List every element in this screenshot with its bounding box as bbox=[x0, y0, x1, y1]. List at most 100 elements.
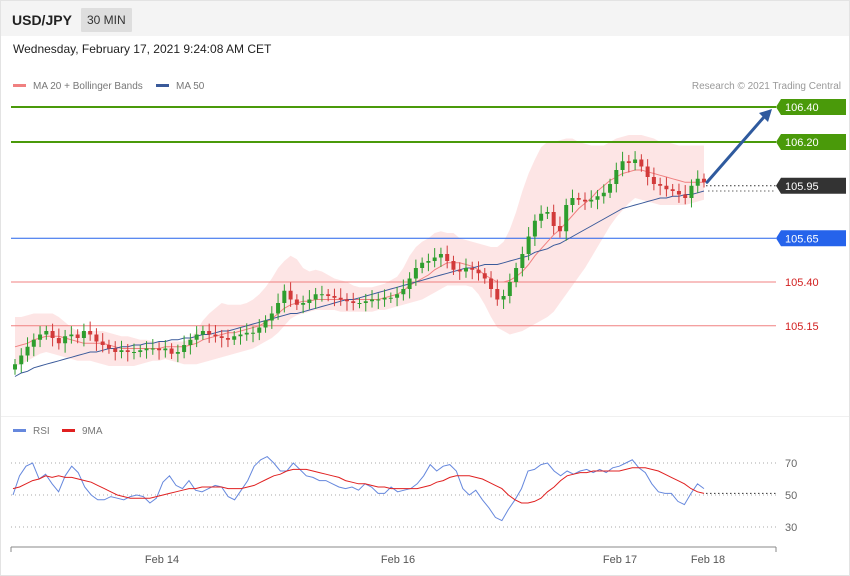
candle-body bbox=[144, 348, 149, 351]
candle-body bbox=[332, 296, 337, 298]
candle-body bbox=[357, 303, 362, 304]
candle-body bbox=[401, 289, 406, 295]
candle-body bbox=[225, 338, 230, 340]
candle-body bbox=[75, 334, 80, 338]
level-label-105.15: 105.15 bbox=[785, 321, 819, 333]
legend-ma20: MA 20 + Bollinger Bands bbox=[13, 81, 143, 92]
candle-body bbox=[445, 254, 450, 261]
candle-body bbox=[94, 334, 99, 342]
candle-body bbox=[388, 297, 393, 299]
target-arrow-shaft bbox=[705, 115, 766, 184]
candle-body bbox=[188, 339, 193, 345]
candle-body bbox=[56, 338, 61, 344]
ma50-swatch bbox=[156, 83, 169, 87]
x-tick-label: Feb 16 bbox=[381, 554, 415, 566]
candle-body bbox=[633, 159, 638, 163]
candle-body bbox=[370, 299, 375, 302]
ma20-swatch bbox=[13, 83, 26, 87]
candle-body bbox=[589, 199, 594, 202]
candle-body bbox=[526, 236, 531, 254]
candle-body bbox=[501, 296, 506, 300]
candle-body bbox=[219, 336, 224, 338]
candle-body bbox=[601, 192, 606, 197]
symbol-title: USD/JPY bbox=[12, 12, 72, 28]
candle-body bbox=[25, 346, 30, 356]
candle-body bbox=[244, 332, 249, 335]
candle-body bbox=[113, 348, 118, 352]
x-tick-label: Feb 17 bbox=[603, 554, 637, 566]
candle-body bbox=[238, 334, 243, 337]
rsi-legend-label: RSI bbox=[33, 426, 50, 437]
candle-body bbox=[626, 161, 631, 163]
candle-body bbox=[395, 294, 400, 298]
legend-ma50: MA 50 bbox=[156, 81, 204, 92]
candle-body bbox=[532, 220, 537, 237]
candle-body bbox=[495, 289, 500, 300]
timeframe-badge[interactable]: 30 MIN bbox=[81, 8, 132, 32]
candle-body bbox=[81, 331, 86, 338]
candle-body bbox=[169, 348, 174, 354]
candle-body bbox=[50, 331, 55, 338]
candle-body bbox=[63, 336, 68, 344]
candle-body bbox=[213, 334, 218, 337]
candle-body bbox=[407, 278, 412, 289]
candles-group bbox=[13, 151, 706, 375]
bollinger-band bbox=[15, 135, 704, 366]
candle-body bbox=[651, 177, 656, 184]
candle-body bbox=[106, 345, 111, 349]
candle-body bbox=[207, 331, 212, 335]
candle-body bbox=[269, 313, 274, 321]
candle-body bbox=[564, 205, 569, 232]
rsi-series-rsi bbox=[12, 455, 705, 522]
candle-body bbox=[301, 303, 306, 305]
level-label-105.40: 105.40 bbox=[785, 277, 819, 289]
candle-body bbox=[138, 350, 143, 352]
candle-body bbox=[88, 331, 93, 335]
candle-body bbox=[520, 254, 525, 268]
candle-body bbox=[44, 331, 49, 335]
legend-rsi-ma: 9MA bbox=[62, 426, 103, 437]
rsi-swatch bbox=[13, 428, 26, 432]
candle-body bbox=[664, 185, 669, 190]
candle-body bbox=[200, 331, 205, 335]
rsi-tick-30: 30 bbox=[785, 522, 797, 534]
candle-body bbox=[582, 199, 587, 202]
candle-body bbox=[150, 348, 155, 350]
candle-body bbox=[319, 294, 324, 296]
level-tag-105.65 bbox=[776, 230, 846, 247]
candle-body bbox=[232, 336, 237, 340]
candle-body bbox=[125, 350, 130, 352]
legend-rsi: RSI bbox=[13, 426, 50, 437]
candle-body bbox=[376, 299, 381, 301]
candle-body bbox=[683, 194, 688, 198]
candle-body bbox=[570, 198, 575, 205]
target-arrow-head bbox=[759, 109, 772, 122]
candle-body bbox=[551, 212, 556, 226]
candle-body bbox=[338, 297, 343, 300]
candle-body bbox=[689, 185, 694, 198]
level-tag-106.20 bbox=[776, 134, 846, 150]
candle-body bbox=[476, 269, 481, 274]
candle-body bbox=[576, 198, 581, 200]
candle-body bbox=[639, 159, 644, 167]
rsi-ma-swatch bbox=[62, 428, 75, 432]
candle-body bbox=[157, 348, 162, 351]
level-tag-106.40 bbox=[776, 99, 846, 115]
candle-body bbox=[470, 268, 475, 270]
candle-body bbox=[288, 290, 293, 300]
candle-body bbox=[420, 262, 425, 268]
candle-body bbox=[282, 290, 287, 303]
candle-body bbox=[514, 268, 519, 282]
candle-body bbox=[69, 334, 74, 337]
rsi-ma-legend-label: 9MA bbox=[82, 426, 103, 437]
candle-body bbox=[257, 327, 262, 333]
research-credit: Research © 2021 Trading Central bbox=[691, 81, 841, 92]
candle-body bbox=[132, 352, 137, 353]
candle-body bbox=[702, 178, 706, 183]
candle-body bbox=[595, 196, 600, 200]
candle-body bbox=[676, 191, 681, 195]
candle-body bbox=[507, 282, 512, 296]
candle-body bbox=[620, 161, 625, 170]
candle-body bbox=[463, 268, 468, 272]
